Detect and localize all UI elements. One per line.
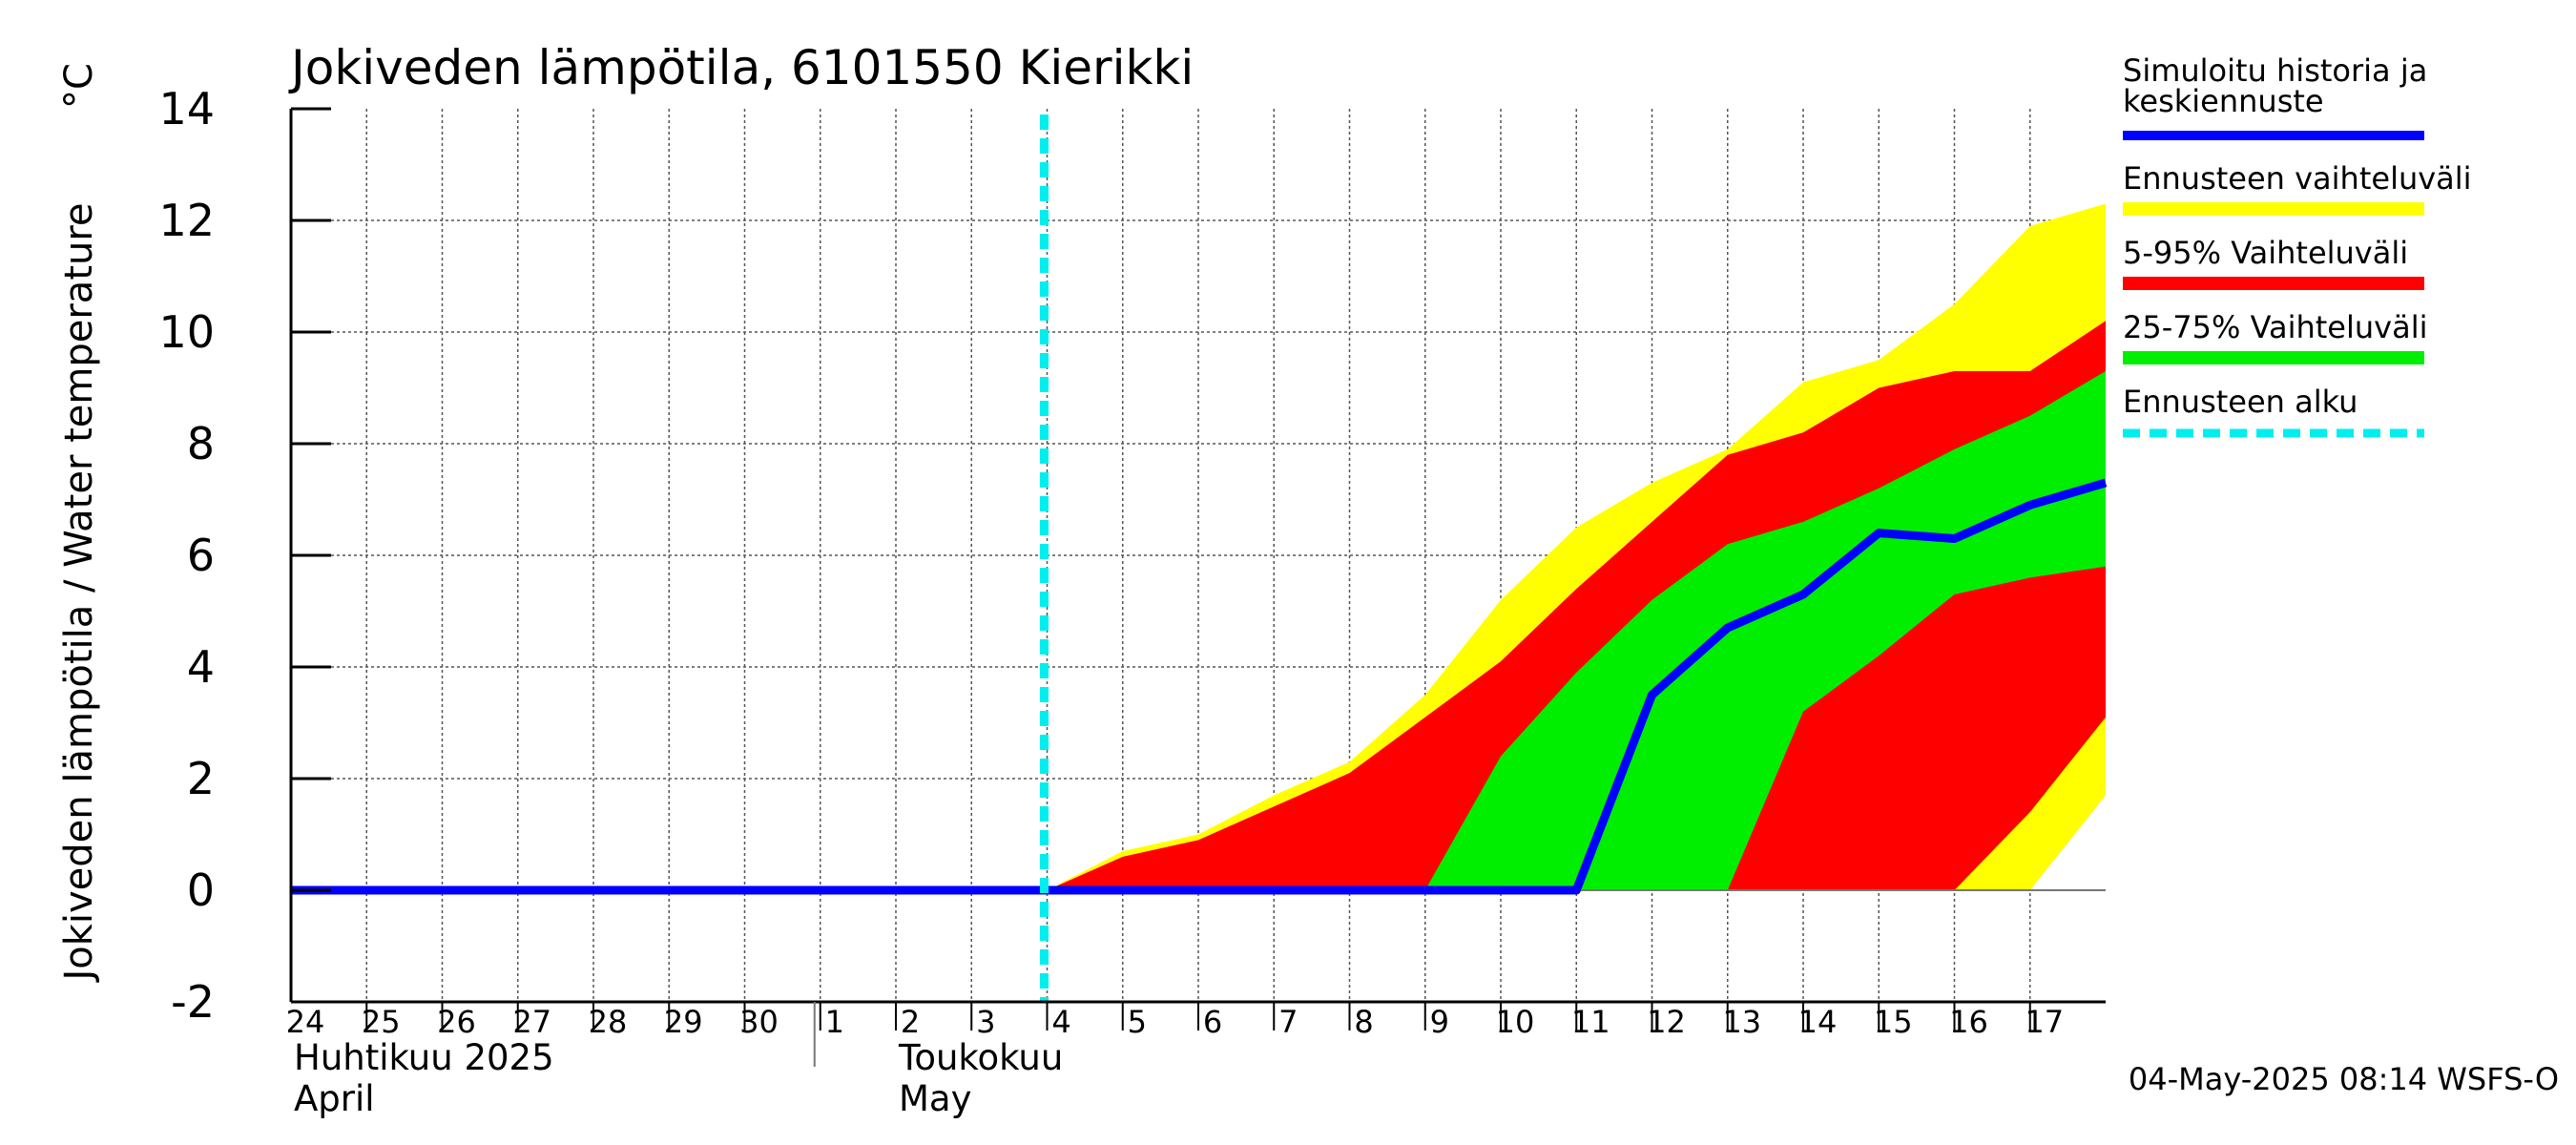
legend-label-mean-line1: Simuloitu historia ja [2123,52,2427,89]
x-tick-label: 3 [976,1004,995,1040]
x-tick-label: 17 [2025,1004,2064,1040]
y-tick-label: 14 [158,83,215,135]
month-label: Toukokuu [898,1037,1063,1078]
x-tick-label: 1 [825,1004,844,1040]
x-tick-label: 2 [901,1004,920,1040]
mean-forecast-line [291,478,2108,895]
x-tick-label: 27 [512,1004,551,1040]
x-tick-label: 10 [1496,1004,1535,1040]
legend-label-5-95: 5-95% Vaihteluväli [2123,235,2408,271]
legend-label-25-75: 25-75% Vaihteluväli [2123,309,2427,345]
x-tick-label: 24 [286,1004,325,1040]
legend-swatch-5-95 [2123,277,2424,290]
x-tick-label: 29 [664,1004,703,1040]
month-label: Huhtikuu 2025 [294,1037,554,1078]
x-tick-label: 8 [1354,1004,1373,1040]
y-tick-label: 4 [187,641,215,693]
legend-swatch-total-range [2123,202,2424,216]
x-tick-label: 14 [1798,1004,1838,1040]
band-25-75 [1424,370,2106,890]
month-label-en: May [899,1078,972,1119]
y-tick-label: 2 [187,753,215,804]
x-tick-label: 26 [437,1004,476,1040]
x-tick-label: 5 [1128,1004,1147,1040]
band-5-95 [1047,321,2106,890]
legend-label-mean-line2: keskiennuste [2123,83,2324,119]
x-tick-label: 28 [589,1004,628,1040]
y-axis-unit: °C [57,63,101,109]
y-tick-label: -2 [171,976,215,1028]
y-tick-label: 6 [187,530,215,581]
y-tick-label: 0 [187,864,215,916]
x-tick-label: 16 [1949,1004,1988,1040]
y-tick-label: 10 [158,306,215,358]
x-tick-label: 12 [1647,1004,1686,1040]
y-tick-label: 8 [187,418,215,469]
y-axis-label: Jokiveden lämpötila / Water temperature [57,202,101,983]
x-tick-label: 6 [1203,1004,1222,1040]
legend-label-total-range: Ennusteen vaihteluväli [2123,160,2472,197]
legend-swatch-mean [2123,131,2424,140]
chart-title: Jokiveden lämpötila, 6101550 Kierikki [288,40,1194,95]
y-tick-label: 12 [158,195,215,246]
timestamp: 04-May-2025 08:14 WSFS-O [2129,1061,2559,1097]
x-tick-label: 15 [1874,1004,1913,1040]
y-axis: -2 0 2 4 6 8 10 12 14 [158,83,331,1028]
month-label-en: April [294,1078,375,1119]
x-tick-label: 9 [1430,1004,1449,1040]
legend: Simuloitu historia ja keskiennuste Ennus… [2123,52,2472,438]
x-tick-label: 25 [362,1004,401,1040]
x-axis: 24 25 26 27 28 29 30 1 2 3 4 5 6 7 8 9 10 11 12 13 14 15 16 17H… [286,1002,2064,1119]
mean-line-group [291,478,2108,895]
x-tick-label: 7 [1278,1004,1298,1040]
legend-label-forecast-start: Ennusteen alku [2123,384,2358,420]
legend-swatch-25-75 [2123,351,2424,364]
x-tick-label: 11 [1571,1004,1610,1040]
forecast-bands [1047,203,2106,890]
x-tick-label: 4 [1051,1004,1070,1040]
x-tick-label: 13 [1722,1004,1761,1040]
x-tick-label: 30 [739,1004,779,1040]
